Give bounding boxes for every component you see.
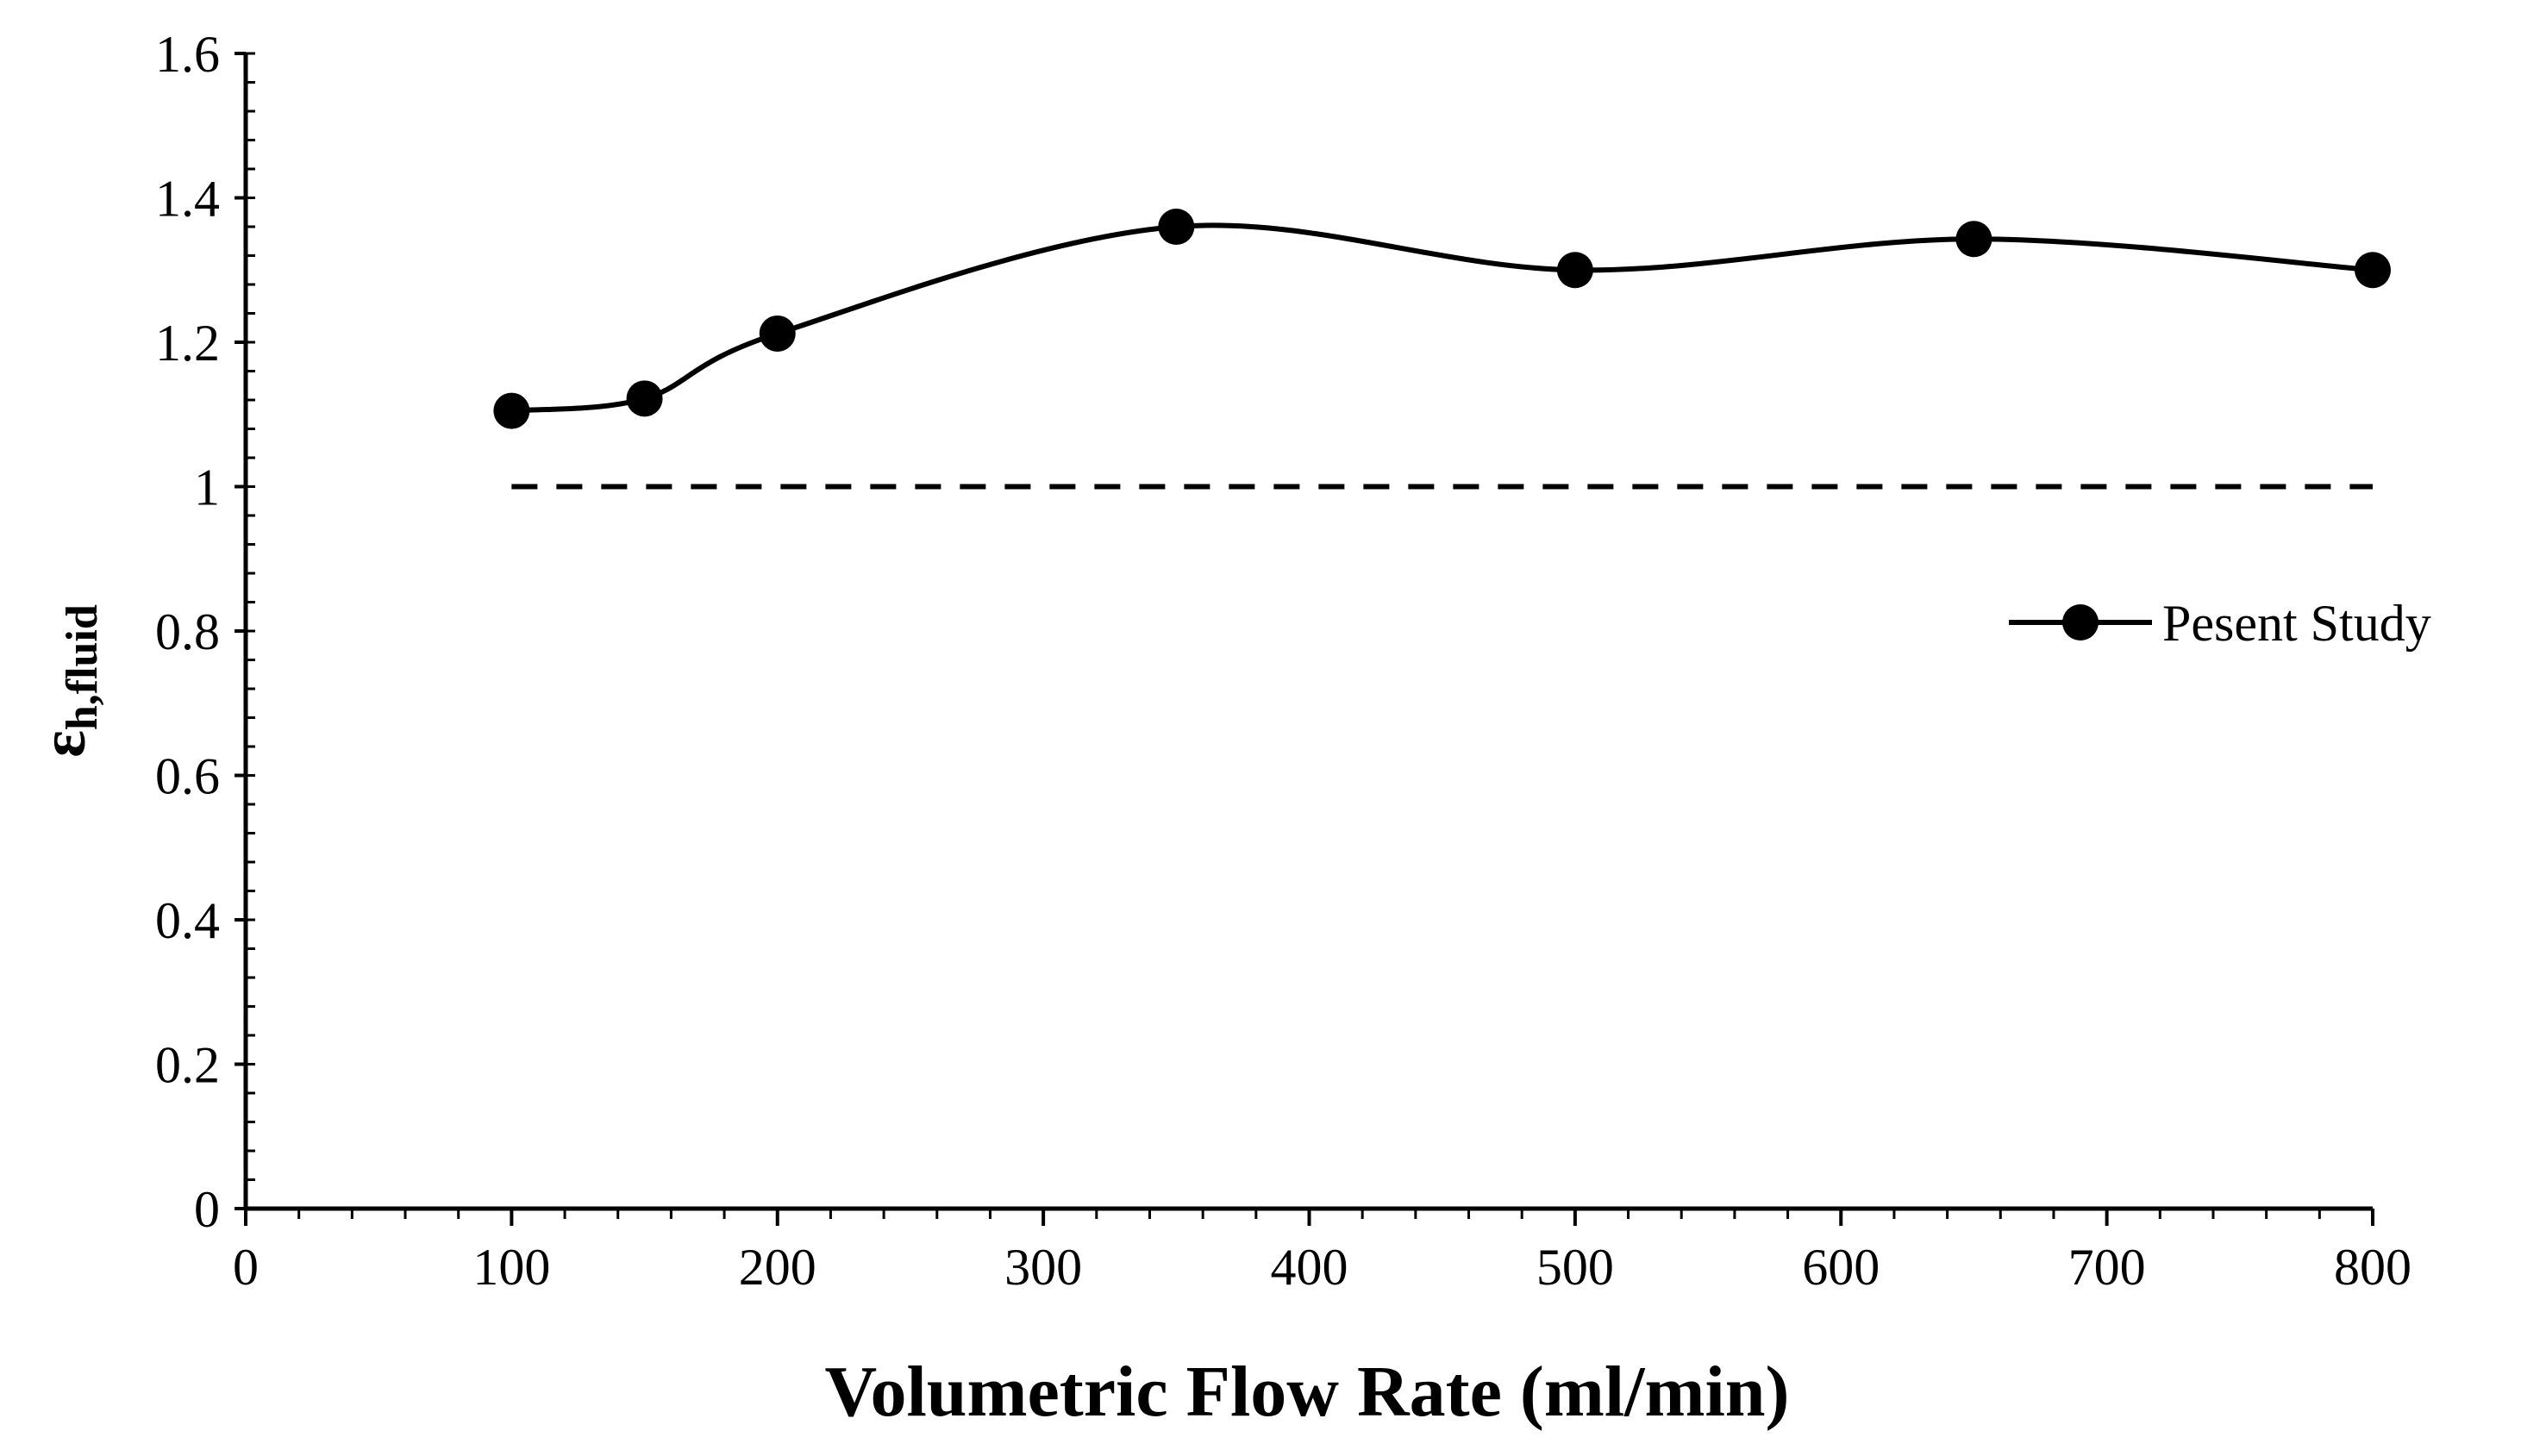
axes: 0 0.2 0.4 0.6 0.8 1 1.2 1.4 1.6 0 100 200 300 400 500 6… (155, 26, 2412, 1296)
x-tick-label: 0 (233, 1239, 259, 1296)
data-point (1955, 221, 1992, 258)
x-tick-label: 200 (739, 1239, 816, 1296)
data-point (1158, 209, 1195, 245)
y-tick-label: 1.6 (155, 26, 220, 83)
x-tick-label: 800 (2334, 1239, 2412, 1296)
x-tick-label: 600 (1802, 1239, 1880, 1296)
data-point (759, 315, 796, 352)
x-tick-label: 400 (1271, 1239, 1348, 1296)
series-group (493, 209, 2391, 429)
legend-label: Pesent Study (2162, 595, 2431, 652)
y-axis-title-symbol: ε (28, 730, 99, 758)
x-tick-label: 700 (2068, 1239, 2146, 1296)
series-line (511, 222, 2374, 414)
y-tick-label: 0.6 (155, 748, 220, 805)
y-tick-label: 1.4 (155, 171, 220, 228)
data-point (626, 380, 663, 417)
x-tick-label: 500 (1536, 1239, 1614, 1296)
x-tick-label: 100 (472, 1239, 550, 1296)
y-tick-label: 0.4 (155, 892, 220, 949)
legend-marker (2062, 604, 2099, 641)
y-tick-label: 0 (194, 1181, 220, 1238)
x-tick-label: 300 (1004, 1239, 1082, 1296)
y-tick-label: 0.8 (155, 603, 220, 660)
data-point (493, 392, 530, 429)
data-point (2355, 252, 2391, 289)
y-axis-title: εh,fluid (28, 604, 107, 758)
y-axis-title-subscript: h,fluid (58, 604, 107, 730)
x-axis-title: Volumetric Flow Rate (ml/min) (825, 1352, 1790, 1432)
y-tick-label: 1.2 (155, 315, 220, 372)
data-point (1556, 252, 1593, 289)
legend: Pesent Study (2009, 595, 2431, 652)
y-tick-label: 1 (194, 459, 220, 516)
y-tick-label: 0.2 (155, 1037, 220, 1094)
